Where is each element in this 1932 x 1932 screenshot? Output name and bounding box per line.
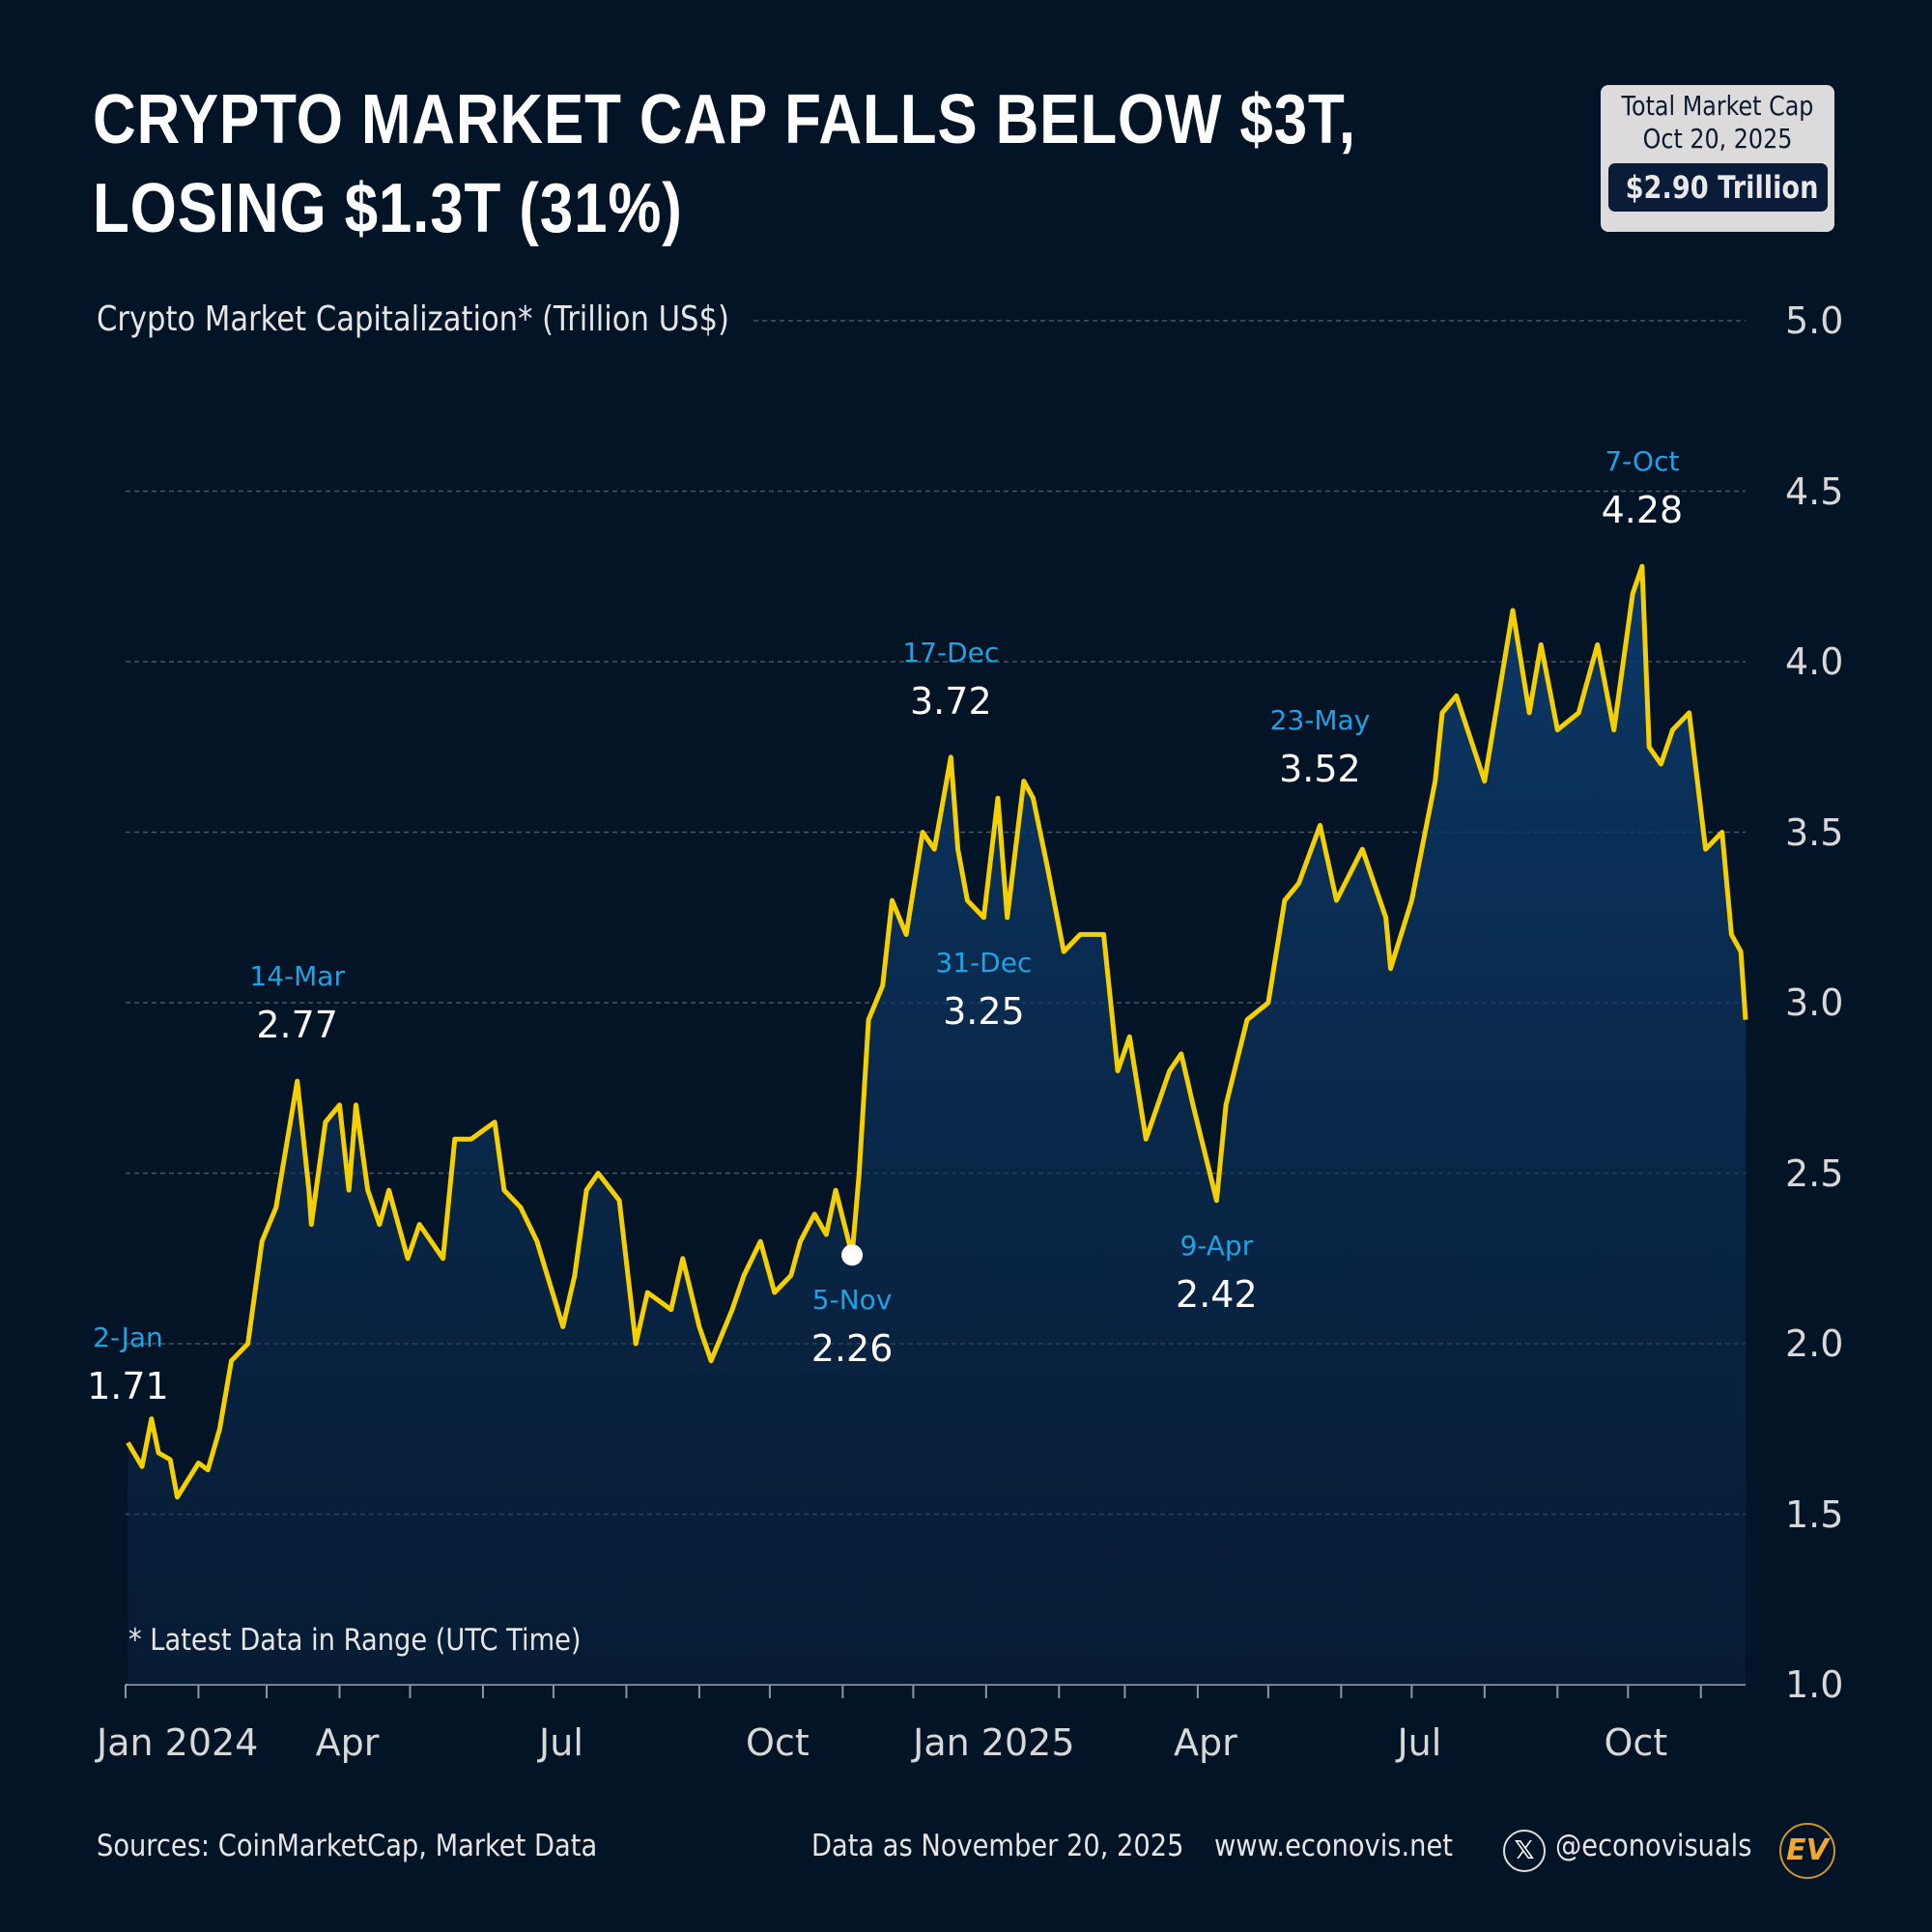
box-label-row: Total Market Cap xyxy=(1605,90,1831,123)
annotation-date: 31-Dec xyxy=(935,946,1033,979)
x-tick-label: Jul xyxy=(1397,1721,1442,1764)
annotation-value: 3.25 xyxy=(943,989,1025,1033)
box-label: Total Market Cap xyxy=(1621,90,1814,122)
y-tick-label: 4.5 xyxy=(1785,469,1844,513)
x-tick-label: Jan 2024 xyxy=(97,1721,259,1764)
annotation-value: 2.42 xyxy=(1176,1272,1258,1316)
box-date-row: Oct 20, 2025 xyxy=(1630,123,1805,156)
x-tick-label: Apr xyxy=(315,1721,380,1764)
annotation-date: 5-Nov xyxy=(811,1284,893,1317)
annotation: 5-Nov 2.26 xyxy=(811,1284,894,1371)
series-area-fill xyxy=(128,566,1746,1686)
x-tick-label: Jan 2025 xyxy=(913,1721,1075,1764)
annotation-date: 7-Oct xyxy=(1605,445,1680,478)
annotation-value: 3.72 xyxy=(910,679,992,723)
y-axis-title: Crypto Market Capitalization* (Trillion … xyxy=(97,299,729,339)
y-tick-label: 3.0 xyxy=(1785,981,1844,1024)
box-value: $2.90 Trillion xyxy=(1607,163,1828,212)
y-tick-label: 5.0 xyxy=(1785,299,1844,342)
annotation: 9-Apr 2.42 xyxy=(1176,1230,1258,1317)
point-marker xyxy=(841,1244,864,1266)
x-tick-label: Oct xyxy=(746,1721,810,1764)
footnote: * Latest Data in Range (UTC Time) xyxy=(128,1623,582,1658)
econovis-logo: EV xyxy=(1779,1823,1835,1879)
y-tick-label: 1.5 xyxy=(1785,1492,1844,1536)
social-handle[interactable]: @econovisuals xyxy=(1555,1829,1752,1863)
annotation-value: 3.52 xyxy=(1279,748,1361,791)
annotation-date: 2-Jan xyxy=(93,1321,163,1354)
chart-title: CRYPTO MARKET CAP FALLS BELOW $3T, LOSIN… xyxy=(93,75,1356,253)
annotation: 31-Dec 3.25 xyxy=(935,947,1032,1034)
annotation: 14-Mar 2.77 xyxy=(249,960,345,1047)
annotation: 2-Jan 1.71 xyxy=(87,1321,169,1408)
y-tick-label: 1.0 xyxy=(1785,1663,1844,1706)
annotation-date: 23-May xyxy=(1269,704,1371,737)
data-as-date: Data as November 20, 2025 xyxy=(811,1829,1184,1863)
x-tick-label: Jul xyxy=(539,1721,583,1764)
annotation-date: 17-Dec xyxy=(902,636,1000,668)
sources: Sources: CoinMarketCap, Market Data xyxy=(97,1829,598,1863)
series-line xyxy=(126,563,1748,1500)
annotation-value: 4.28 xyxy=(1601,489,1684,532)
y-tick-label: 3.5 xyxy=(1785,810,1844,854)
total-market-cap-box: Total Market Cap Oct 20, 2025 $2.90 Tril… xyxy=(1601,85,1834,232)
annotation-value: 2.77 xyxy=(256,1004,338,1047)
y-tick-label: 2.5 xyxy=(1785,1151,1844,1195)
title-line-2: LOSING $1.3T (31%) xyxy=(93,170,683,247)
y-tick-label: 4.0 xyxy=(1785,640,1844,683)
title-line-1: CRYPTO MARKET CAP FALLS BELOW $3T, xyxy=(93,81,1356,158)
annotation: 7-Oct 4.28 xyxy=(1602,445,1684,532)
website-link[interactable]: www.econovis.net xyxy=(1214,1829,1453,1863)
annotation: 17-Dec 3.72 xyxy=(902,637,999,724)
annotation-value: 2.26 xyxy=(810,1327,894,1371)
annotation-date: 9-Apr xyxy=(1179,1229,1254,1262)
y-tick-label: 2.0 xyxy=(1785,1322,1844,1365)
box-date: Oct 20, 2025 xyxy=(1642,123,1793,155)
box-value-text: $2.90 Trillion xyxy=(1625,169,1818,206)
annotation: 23-May 3.52 xyxy=(1270,704,1371,791)
x-tick-label: Apr xyxy=(1174,1721,1237,1764)
x-logo-icon: 𝕏 xyxy=(1503,1830,1546,1872)
annotation-date: 14-Mar xyxy=(249,960,345,993)
x-tick-label: Oct xyxy=(1604,1721,1668,1764)
annotation-value: 1.71 xyxy=(87,1365,169,1408)
